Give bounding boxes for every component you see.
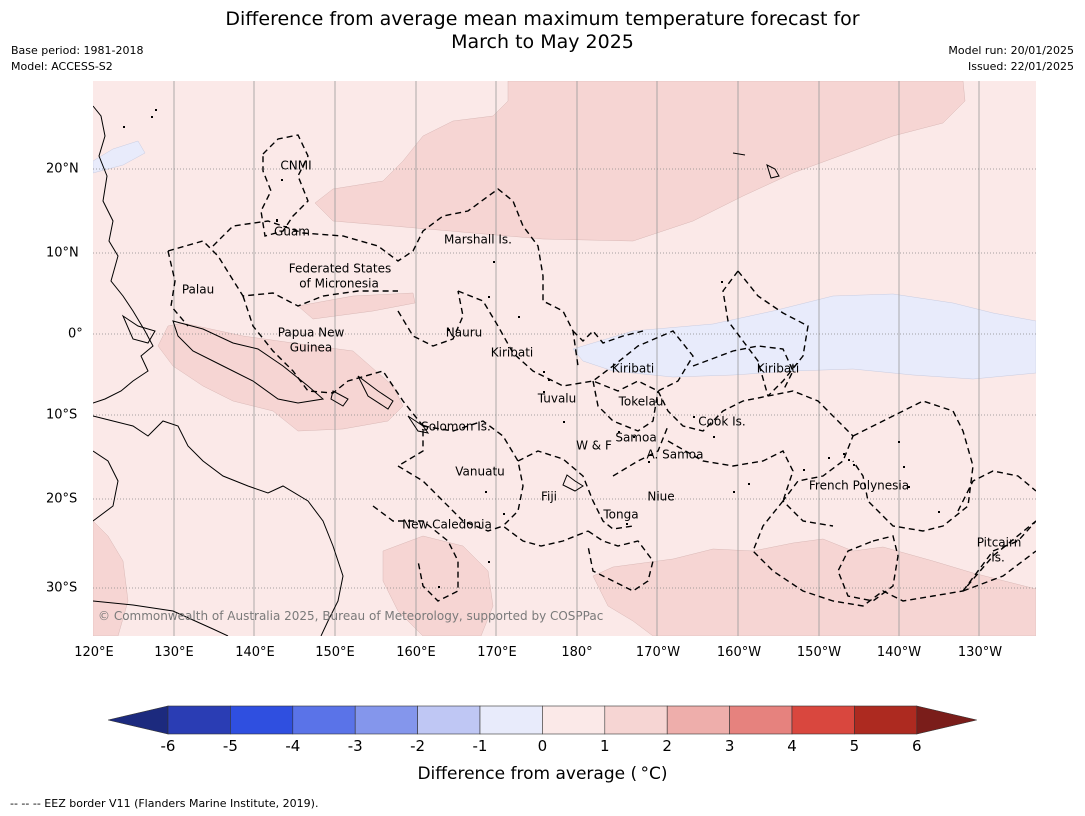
region-label-american-samoa: A. Samoa <box>646 447 704 462</box>
colorbar-tick-label: 1 <box>600 737 610 755</box>
region-label-samoa: Samoa <box>615 430 657 445</box>
x-tick-label: 120°E <box>74 645 114 660</box>
y-tick-label: 10°N <box>46 245 79 261</box>
x-tick-label: 170°E <box>477 645 517 660</box>
colorbar-segment <box>729 705 793 735</box>
colorbar-tick-label: 0 <box>537 737 548 755</box>
region-label-cnmi: CNMI <box>280 158 312 173</box>
colorbar-tick-label: -5 <box>222 737 238 755</box>
anomaly-region-south-pacific <box>592 538 1036 636</box>
anomaly-region-philippines-cool <box>93 140 146 174</box>
y-tick-label: 10°S <box>46 407 78 423</box>
region-label-niue: Niue <box>647 489 675 504</box>
region-label-fsm-line-1: Federated States <box>288 261 392 276</box>
x-tick-label: 130°E <box>154 645 194 660</box>
region-label-png-line-1: Papua New <box>277 325 345 340</box>
issued-date: Issued: 22/01/2025 <box>967 60 1074 73</box>
region-label-nauru: Nauru <box>445 325 483 340</box>
region-label-cook: Cook Is. <box>698 414 746 429</box>
colorbar-tick-label: 3 <box>724 737 735 755</box>
anomaly-region-equatorial-cool <box>572 293 1036 380</box>
coastlines <box>93 105 780 636</box>
chart-title-line-1: Difference from average mean maximum tem… <box>225 8 860 30</box>
x-tick-label: 170°W <box>635 645 681 660</box>
colorbar-segment <box>354 705 418 735</box>
x-tick-label: 180° <box>561 645 593 660</box>
x-tick-label: 140°E <box>235 645 275 660</box>
region-label-png-line-2: Guinea <box>289 340 333 355</box>
colorbar-tick-label: -1 <box>472 737 488 755</box>
colorbar-tick-label: -2 <box>410 737 426 755</box>
colorbar-label: Difference from average ( °C) <box>417 764 668 784</box>
anomaly-region-north-pacific <box>314 81 966 242</box>
region-label-french-polynesia: French Polynesia <box>808 478 910 493</box>
colorbar-segment <box>479 705 543 735</box>
region-label-vanuatu: Vanuatu <box>455 464 505 479</box>
colorbar-tick-label: -3 <box>347 737 363 755</box>
region-label-tokelau: Tokelau <box>618 394 664 409</box>
region-label-pitcairn-line-1: Pitcairn <box>976 535 1022 550</box>
eez-borders <box>167 134 1036 607</box>
region-label-wallis-futuna: W & F <box>576 438 612 453</box>
x-tick-label: 160°E <box>396 645 436 660</box>
colorbar-tick-label: 2 <box>662 737 672 755</box>
map-canvas <box>93 81 1036 636</box>
region-label-pitcairn-line-2: Is. <box>991 550 1005 565</box>
colorbar-tick-label: 6 <box>912 737 922 755</box>
colorbar-segment <box>230 705 294 735</box>
y-tick-label: 30°S <box>46 580 78 596</box>
x-tick-label: 150°W <box>796 645 842 660</box>
anomaly-region-png <box>157 322 404 432</box>
colorbar-segment <box>666 705 730 735</box>
chart-title-line-2: March to May 2025 <box>451 31 634 53</box>
colorbar-segment <box>604 705 668 735</box>
x-tick-label: 160°W <box>716 645 762 660</box>
colorbar-extend-high <box>916 705 977 735</box>
region-label-kiribati-east: Kiribati <box>756 361 800 376</box>
forecast-map <box>93 81 1036 636</box>
region-label-fiji: Fiji <box>540 489 558 504</box>
region-label-fsm-line-2: of Micronesia <box>299 276 379 291</box>
eez-footnote: -- -- -- EEZ border V11 (Flanders Marine… <box>10 797 319 810</box>
colorbar-segment <box>292 705 356 735</box>
colorbar-extend-low <box>108 705 169 735</box>
anomaly-region-micronesia-band <box>297 292 416 320</box>
x-tick-label: 130°W <box>957 645 1003 660</box>
region-label-tonga: Tonga <box>603 507 639 522</box>
island-dots <box>123 109 940 588</box>
model-run: Model run: 20/01/2025 <box>948 44 1074 57</box>
colorbar-tick-label: 5 <box>849 737 860 755</box>
colorbar-segment <box>854 705 918 735</box>
colorbar-segment <box>417 705 481 735</box>
x-tick-label: 140°W <box>876 645 922 660</box>
region-label-palau: Palau <box>181 282 215 297</box>
x-tick-label: 150°E <box>315 645 355 660</box>
colorbar-tick-label: 4 <box>787 737 797 755</box>
y-tick-label: 20°S <box>46 491 78 507</box>
colorbar <box>108 705 977 735</box>
copyright-notice: © Commonwealth of Australia 2025, Bureau… <box>98 609 604 623</box>
base-period: Base period: 1981-2018 <box>11 44 144 57</box>
region-label-guam: Guam <box>274 224 310 239</box>
meridian-gridlines <box>173 81 980 636</box>
y-tick-label: 0° <box>68 326 83 342</box>
colorbar-segment <box>542 705 606 735</box>
region-label-solomon: Solomon Is. <box>421 419 491 434</box>
y-tick-label: 20°N <box>46 161 79 177</box>
colorbar-segment <box>167 705 231 735</box>
parallel-gridlines <box>93 168 1036 589</box>
colorbar-tick-label: -6 <box>160 737 176 755</box>
region-label-new-caledonia: New Caledonia <box>402 517 492 532</box>
anomaly-region-southwest <box>93 520 129 636</box>
model-name: Model: ACCESS-S2 <box>11 60 113 73</box>
region-label-tuvalu: Tuvalu <box>537 391 577 406</box>
region-label-kiribati-west: Kiribati <box>490 345 534 360</box>
region-label-marshall: Marshall Is. <box>444 232 512 247</box>
region-label-kiribati-central: Kiribati <box>611 361 655 376</box>
colorbar-tick-label: -4 <box>285 737 301 755</box>
colorbar-segment <box>791 705 855 735</box>
